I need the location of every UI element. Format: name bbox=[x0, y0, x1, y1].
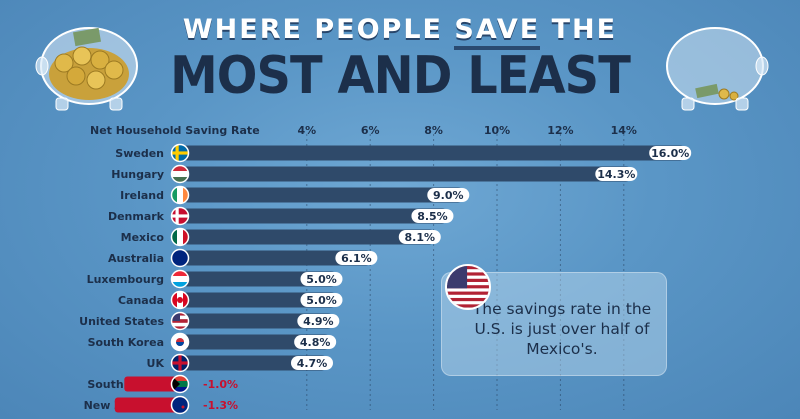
country-label: Australia bbox=[108, 252, 164, 265]
value-pill bbox=[300, 272, 343, 286]
value-label: 4.9% bbox=[303, 315, 334, 328]
title-part-1: WHERE PEOPLE bbox=[182, 14, 455, 45]
country-label: Ireland bbox=[120, 189, 164, 202]
flag-ring bbox=[170, 143, 190, 163]
value-label: -1.0% bbox=[203, 378, 238, 391]
flag-ring bbox=[170, 353, 190, 373]
country-label: Sweden bbox=[115, 147, 164, 160]
value-label: 5.0% bbox=[306, 294, 337, 307]
piggy-bank-full-icon bbox=[35, 27, 138, 111]
value-pill bbox=[300, 293, 343, 307]
bar bbox=[124, 376, 180, 392]
value-label: 6.1% bbox=[341, 252, 372, 265]
flag-ring bbox=[170, 248, 190, 268]
flag-ring bbox=[170, 332, 190, 352]
bar bbox=[180, 313, 336, 329]
denmark-flag-icon bbox=[171, 207, 189, 225]
flag-ring bbox=[170, 374, 190, 394]
value-pill bbox=[398, 230, 441, 244]
luxembourg-flag-icon bbox=[171, 270, 189, 288]
tick-label: 10% bbox=[484, 124, 510, 137]
value-pill bbox=[427, 188, 470, 202]
bar bbox=[180, 166, 634, 182]
tick-label: 12% bbox=[547, 124, 573, 137]
flag-ring bbox=[170, 206, 190, 226]
country-label: United States bbox=[79, 315, 164, 328]
axis-title: Net Household Saving Rate bbox=[90, 124, 260, 137]
hungary-flag-icon bbox=[171, 165, 189, 183]
value-label: -1.3% bbox=[203, 399, 238, 412]
tick-label: 6% bbox=[361, 124, 380, 137]
us-flag-icon bbox=[445, 264, 491, 310]
value-label: 16.0% bbox=[651, 147, 689, 160]
value-label: 14.3% bbox=[597, 168, 635, 181]
flag-ring bbox=[170, 227, 190, 247]
value-label: 4.7% bbox=[297, 357, 328, 370]
title-line-2: MOST AND LEAST bbox=[170, 46, 631, 106]
new-zealand-flag-icon bbox=[171, 396, 189, 414]
south-korea-flag-icon bbox=[171, 333, 189, 351]
country-label: Luxembourg bbox=[87, 273, 164, 286]
flag-ring bbox=[170, 311, 190, 331]
flag-ring bbox=[170, 164, 190, 184]
country-label: Hungary bbox=[111, 168, 164, 181]
value-pill bbox=[595, 167, 638, 181]
value-pill bbox=[411, 209, 454, 223]
callout-text: The savings rate in the U.S. is just ove… bbox=[472, 300, 652, 358]
title-highlight: SAVE bbox=[454, 14, 541, 50]
mexico-flag-icon bbox=[171, 228, 189, 246]
value-label: 5.0% bbox=[306, 273, 337, 286]
uk-flag-icon bbox=[171, 354, 189, 372]
bar bbox=[180, 145, 688, 161]
bar bbox=[180, 187, 466, 203]
bar bbox=[180, 271, 339, 287]
value-label: 9.0% bbox=[433, 189, 464, 202]
sweden-flag-icon bbox=[171, 144, 189, 162]
flag-ring bbox=[170, 185, 190, 205]
flag-ring bbox=[170, 269, 190, 289]
title-line-1: WHERE PEOPLE SAVE THE bbox=[0, 14, 800, 50]
australia-flag-icon bbox=[171, 249, 189, 267]
value-label: 8.5% bbox=[417, 210, 448, 223]
country-label: UK bbox=[147, 357, 165, 370]
title-part-2: THE bbox=[540, 14, 618, 45]
country-label: Denmark bbox=[108, 210, 165, 223]
value-pill bbox=[297, 314, 340, 328]
country-label: South Korea bbox=[88, 336, 164, 349]
flag-ring bbox=[170, 290, 190, 310]
bar bbox=[180, 208, 450, 224]
bar bbox=[180, 334, 333, 350]
tick-label: 4% bbox=[297, 124, 316, 137]
value-pill bbox=[294, 335, 337, 349]
value-label: 8.1% bbox=[405, 231, 436, 244]
bar bbox=[180, 250, 374, 266]
tick-label: 8% bbox=[424, 124, 443, 137]
canada-flag-icon bbox=[171, 291, 189, 309]
value-pill bbox=[335, 251, 378, 265]
bar bbox=[180, 355, 329, 371]
bar bbox=[114, 397, 180, 413]
united-states-flag-icon bbox=[171, 312, 189, 330]
value-pill bbox=[649, 146, 692, 160]
bar bbox=[180, 292, 339, 308]
value-pill bbox=[290, 356, 333, 370]
country-label: Mexico bbox=[121, 231, 165, 244]
piggy-bank-empty-icon bbox=[666, 27, 769, 111]
tick-label: 14% bbox=[611, 124, 637, 137]
country-label: Canada bbox=[118, 294, 164, 307]
value-label: 4.8% bbox=[300, 336, 331, 349]
ireland-flag-icon bbox=[171, 186, 189, 204]
bar bbox=[180, 229, 437, 245]
flag-ring bbox=[170, 395, 190, 415]
